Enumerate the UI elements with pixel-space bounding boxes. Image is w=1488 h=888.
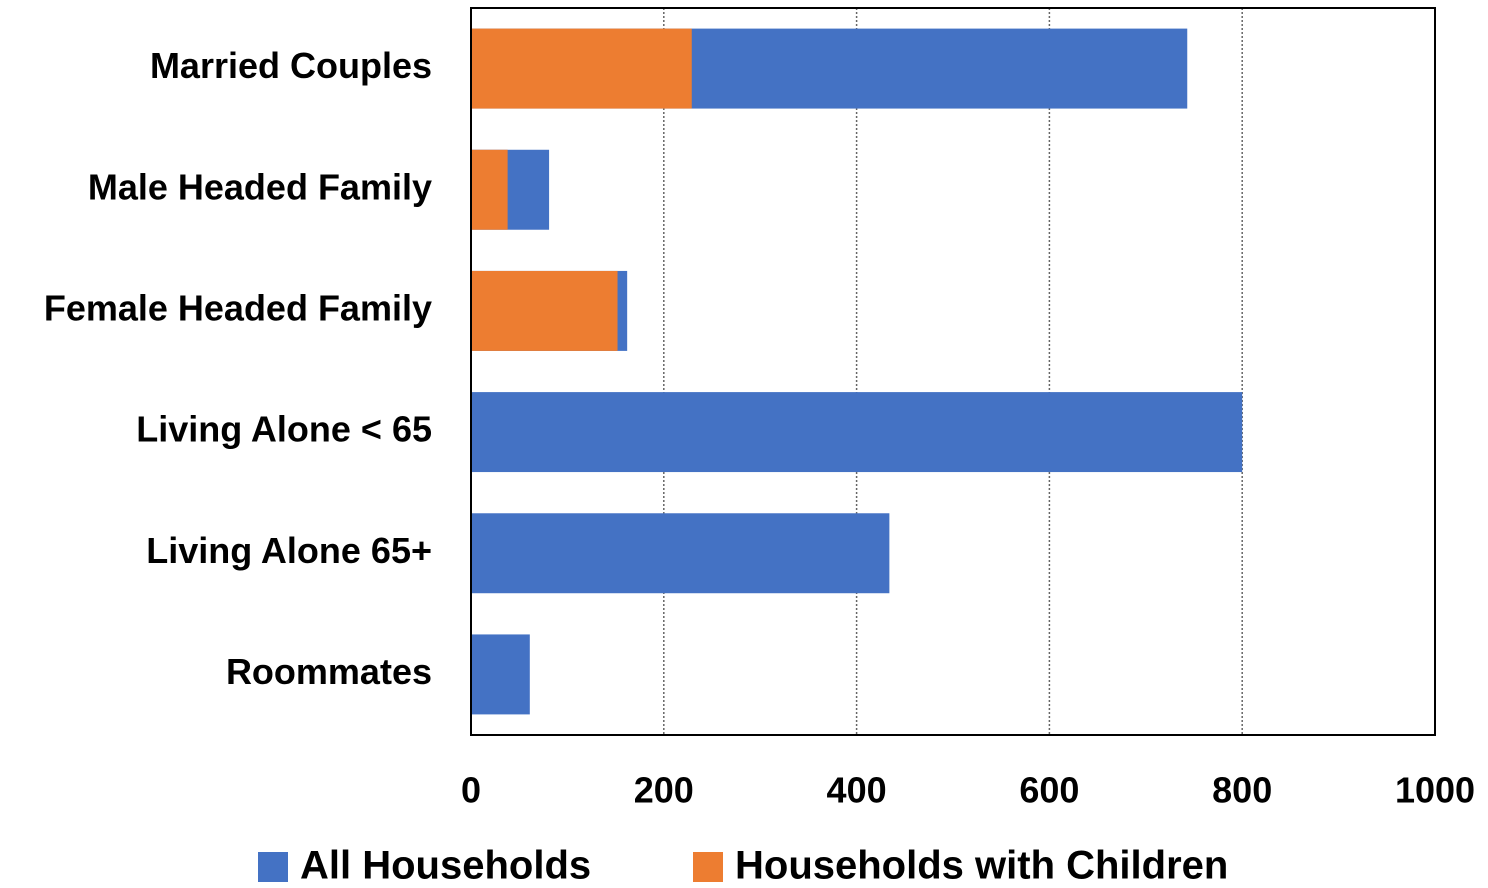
x-tick-label: 1000 (1395, 770, 1475, 811)
y-tick-label: Living Alone 65+ (146, 530, 432, 571)
bar (471, 28, 692, 109)
x-tick-label: 200 (634, 770, 694, 811)
legend-label: All Households (300, 844, 591, 888)
y-tick-label: Male Headed Family (88, 166, 432, 207)
y-tick-label: Roommates (226, 651, 432, 692)
y-tick-label: Female Headed Family (44, 287, 432, 328)
bar (471, 634, 530, 715)
bar (471, 270, 618, 351)
bar (471, 513, 890, 594)
legend-label: Households with Children (735, 844, 1228, 888)
x-tick-label: 400 (827, 770, 887, 811)
legend-swatch (693, 852, 723, 882)
legend-swatch (258, 852, 288, 882)
bar (471, 392, 1243, 473)
x-tick-label: 0 (461, 770, 481, 811)
y-tick-label: Married Couples (150, 45, 432, 86)
x-tick-label: 600 (1019, 770, 1079, 811)
x-tick-label: 800 (1212, 770, 1272, 811)
plot-frame (470, 7, 1436, 736)
bar (471, 149, 508, 230)
y-tick-label: Living Alone < 65 (136, 409, 432, 450)
